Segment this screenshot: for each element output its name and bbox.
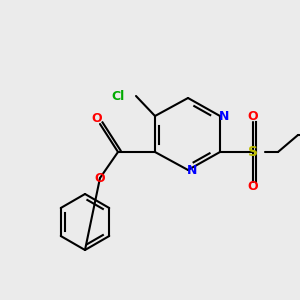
Text: O: O (92, 112, 102, 125)
Text: N: N (187, 164, 197, 176)
Text: O: O (95, 172, 105, 184)
Text: O: O (248, 110, 258, 124)
Text: N: N (219, 110, 229, 122)
Text: O: O (248, 181, 258, 194)
Text: Cl: Cl (111, 89, 124, 103)
Text: S: S (248, 145, 258, 159)
